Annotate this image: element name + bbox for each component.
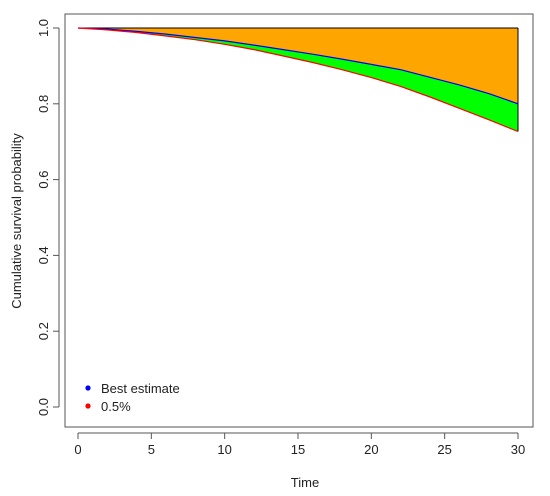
x-axis-title: Time: [291, 475, 319, 490]
y-axis-title: Cumulative survival probability: [9, 133, 24, 309]
y-tick-label: 0.0: [36, 398, 51, 416]
x-tick-label: 5: [148, 442, 155, 457]
y-tick-label: 0.2: [36, 322, 51, 340]
x-tick-label: 0: [74, 442, 81, 457]
y-tick-label: 1.0: [36, 19, 51, 37]
x-tick-label: 15: [291, 442, 305, 457]
x-tick-label: 20: [364, 442, 378, 457]
fill-band-2: [78, 28, 518, 132]
x-tick-label: 25: [437, 442, 451, 457]
legend: Best estimate 0.5%: [85, 381, 180, 414]
series-lines: [77, 27, 519, 133]
y-tick-label: 0.4: [36, 246, 51, 264]
x-tick-label: 10: [217, 442, 231, 457]
legend-label-1: Best estimate: [101, 381, 180, 396]
legend-marker-2: [85, 403, 91, 409]
series-line-1: [77, 27, 519, 105]
legend-label-2: 0.5%: [101, 399, 131, 414]
y-axis: 0.0 0.2 0.4 0.6 0.8 1.0: [36, 19, 60, 416]
y-tick-label: 0.6: [36, 171, 51, 189]
fill-areas: [78, 28, 518, 132]
x-tick-label: 30: [511, 442, 525, 457]
legend-marker-1: [85, 385, 91, 391]
x-axis: 0 5 10 15 20 25 30: [74, 432, 525, 457]
series-line-2: [77, 27, 519, 133]
fill-band-1: [78, 28, 518, 104]
plot-frame: [64, 13, 534, 428]
y-tick-label: 0.8: [36, 95, 51, 113]
